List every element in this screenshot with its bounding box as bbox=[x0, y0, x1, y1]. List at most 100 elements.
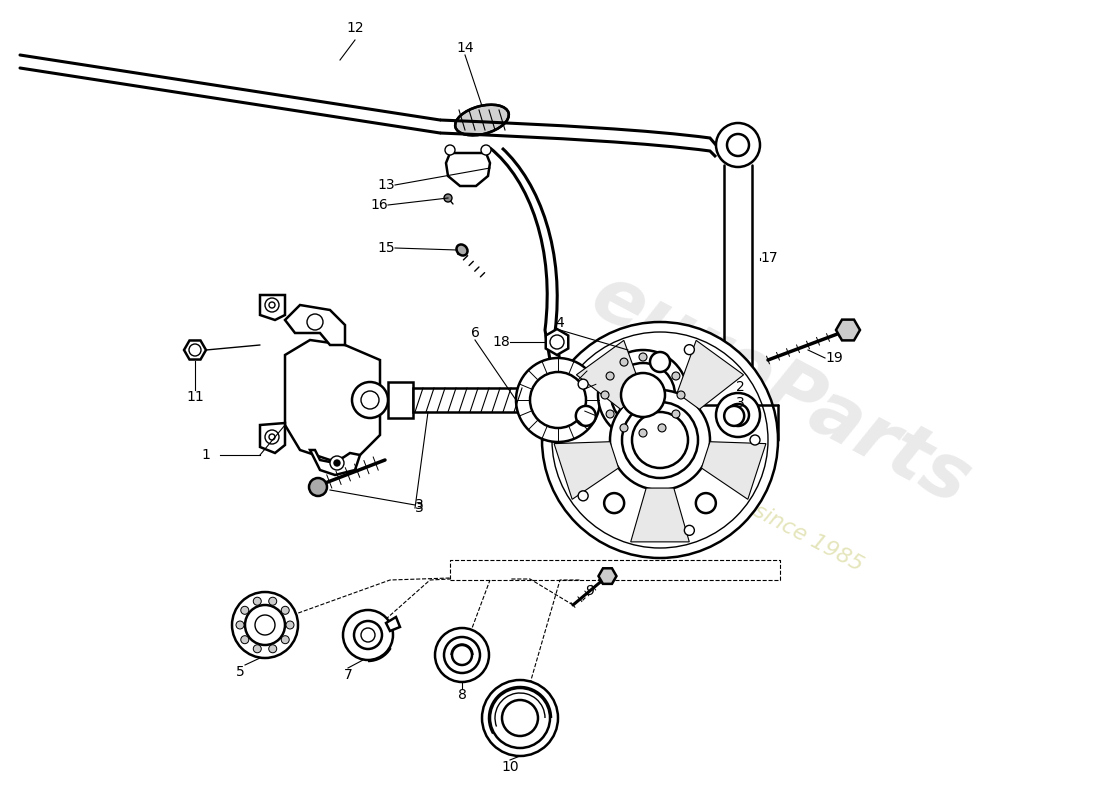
Circle shape bbox=[354, 621, 382, 649]
Text: 6: 6 bbox=[471, 326, 480, 340]
Circle shape bbox=[724, 406, 745, 426]
Circle shape bbox=[516, 358, 600, 442]
Circle shape bbox=[716, 393, 760, 437]
Circle shape bbox=[255, 615, 275, 635]
Text: 16: 16 bbox=[371, 198, 388, 212]
Polygon shape bbox=[310, 450, 360, 475]
Circle shape bbox=[676, 391, 685, 399]
Circle shape bbox=[606, 372, 614, 380]
Circle shape bbox=[444, 637, 480, 673]
Text: 11: 11 bbox=[186, 390, 204, 404]
Text: 14: 14 bbox=[456, 41, 474, 55]
Polygon shape bbox=[386, 617, 400, 631]
Circle shape bbox=[490, 688, 550, 748]
Circle shape bbox=[579, 379, 588, 389]
Polygon shape bbox=[702, 442, 766, 499]
Circle shape bbox=[452, 645, 472, 665]
Circle shape bbox=[434, 628, 490, 682]
Polygon shape bbox=[388, 382, 412, 418]
Circle shape bbox=[265, 430, 279, 444]
Circle shape bbox=[444, 194, 452, 202]
Circle shape bbox=[245, 605, 285, 645]
Text: 3: 3 bbox=[736, 396, 745, 410]
Circle shape bbox=[307, 314, 323, 330]
Circle shape bbox=[658, 358, 666, 366]
Circle shape bbox=[620, 424, 628, 432]
Circle shape bbox=[606, 410, 614, 418]
Text: 15: 15 bbox=[377, 241, 395, 255]
Circle shape bbox=[361, 391, 379, 409]
Text: 10: 10 bbox=[502, 760, 519, 774]
Text: 2: 2 bbox=[736, 380, 745, 394]
Circle shape bbox=[716, 123, 760, 167]
Circle shape bbox=[236, 621, 244, 629]
Circle shape bbox=[241, 636, 249, 644]
Circle shape bbox=[579, 491, 588, 501]
Circle shape bbox=[696, 493, 716, 513]
Circle shape bbox=[270, 434, 275, 440]
Text: 19: 19 bbox=[825, 351, 843, 365]
Polygon shape bbox=[260, 295, 285, 320]
Circle shape bbox=[684, 345, 694, 354]
Circle shape bbox=[232, 592, 298, 658]
Polygon shape bbox=[412, 388, 543, 412]
Circle shape bbox=[352, 382, 388, 418]
Circle shape bbox=[550, 335, 564, 349]
Circle shape bbox=[598, 350, 688, 440]
Circle shape bbox=[621, 373, 665, 417]
Circle shape bbox=[361, 628, 375, 642]
Polygon shape bbox=[678, 340, 744, 410]
Circle shape bbox=[481, 145, 491, 155]
Text: 4: 4 bbox=[556, 316, 564, 330]
Polygon shape bbox=[598, 568, 616, 584]
Polygon shape bbox=[260, 423, 285, 453]
Circle shape bbox=[575, 406, 596, 426]
Circle shape bbox=[672, 372, 680, 380]
Circle shape bbox=[309, 478, 327, 496]
Circle shape bbox=[270, 302, 275, 308]
Ellipse shape bbox=[455, 105, 509, 135]
Polygon shape bbox=[554, 442, 618, 499]
Circle shape bbox=[282, 636, 289, 644]
Circle shape bbox=[542, 322, 778, 558]
Text: a passion for Porsche since 1985: a passion for Porsche since 1985 bbox=[534, 385, 867, 575]
Text: 3: 3 bbox=[415, 501, 424, 515]
Polygon shape bbox=[836, 320, 860, 340]
Circle shape bbox=[241, 606, 249, 614]
Circle shape bbox=[265, 298, 279, 312]
Text: 12: 12 bbox=[346, 21, 364, 35]
Text: 3: 3 bbox=[415, 498, 424, 512]
Text: 5: 5 bbox=[236, 665, 245, 679]
Circle shape bbox=[620, 358, 628, 366]
Circle shape bbox=[727, 404, 749, 426]
Polygon shape bbox=[630, 488, 690, 542]
Circle shape bbox=[530, 372, 586, 428]
Circle shape bbox=[750, 435, 760, 445]
Circle shape bbox=[286, 621, 294, 629]
Text: 8: 8 bbox=[458, 688, 466, 702]
Circle shape bbox=[601, 391, 609, 399]
Text: 13: 13 bbox=[377, 178, 395, 192]
Circle shape bbox=[604, 493, 624, 513]
Polygon shape bbox=[285, 305, 345, 345]
Text: 7: 7 bbox=[343, 668, 352, 682]
Circle shape bbox=[621, 402, 698, 478]
Circle shape bbox=[446, 145, 455, 155]
Circle shape bbox=[343, 610, 393, 660]
Text: 9: 9 bbox=[585, 584, 594, 598]
Circle shape bbox=[552, 332, 768, 548]
Polygon shape bbox=[184, 341, 206, 359]
Text: 18: 18 bbox=[493, 335, 510, 349]
Circle shape bbox=[639, 353, 647, 361]
Circle shape bbox=[268, 598, 277, 606]
Circle shape bbox=[282, 606, 289, 614]
Circle shape bbox=[639, 429, 647, 437]
Circle shape bbox=[334, 460, 340, 466]
Circle shape bbox=[672, 410, 680, 418]
Text: 17: 17 bbox=[760, 251, 778, 265]
Text: 1: 1 bbox=[201, 448, 210, 462]
Circle shape bbox=[253, 645, 262, 653]
Circle shape bbox=[502, 700, 538, 736]
Circle shape bbox=[650, 352, 670, 372]
Circle shape bbox=[268, 645, 277, 653]
